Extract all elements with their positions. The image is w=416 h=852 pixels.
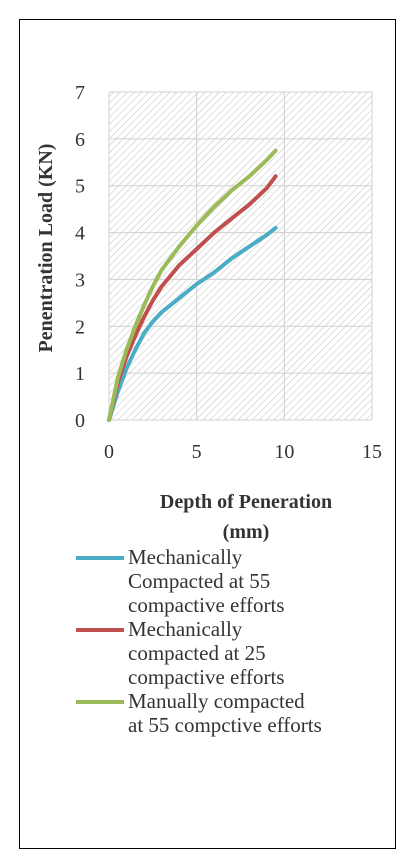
legend-label-line: Mechanically bbox=[128, 617, 243, 641]
legend-label-line: compacted at 25 bbox=[128, 641, 266, 665]
y-tick-label: 2 bbox=[75, 316, 85, 338]
legend-label-line: Manually compacted bbox=[128, 689, 305, 713]
y-axis-title: Penentration Load (KN) bbox=[35, 144, 57, 353]
x-tick-label: 15 bbox=[362, 441, 382, 463]
x-axis-title-line-2: (mm) bbox=[223, 521, 270, 543]
series-line-2 bbox=[107, 174, 278, 422]
series-line-3 bbox=[107, 148, 278, 422]
legend-label-line: Compacted at 55 bbox=[128, 569, 271, 593]
y-tick-label: 7 bbox=[75, 82, 85, 104]
y-tick-label: 3 bbox=[75, 269, 85, 291]
y-tick-labels: 0 1 2 3 4 5 6 7 bbox=[75, 82, 85, 432]
legend-label-line: at 55 compctive efforts bbox=[128, 713, 322, 737]
legend-swatch-2 bbox=[76, 628, 124, 632]
y-tick-label: 5 bbox=[75, 176, 85, 198]
legend-item-3: Manually compacted at 55 compctive effort… bbox=[58, 689, 388, 737]
series-lines bbox=[107, 148, 278, 422]
plot-area bbox=[109, 92, 372, 420]
y-tick-label: 4 bbox=[75, 223, 85, 245]
legend: Mechanically Compacted at 55 compactive ef… bbox=[58, 545, 388, 737]
legend-label-line: Mechanically bbox=[128, 545, 243, 569]
y-tick-label: 6 bbox=[75, 129, 85, 151]
legend-item-1: Mechanically Compacted at 55 compactive ef… bbox=[58, 545, 388, 617]
x-tick-labels: 0 5 10 15 bbox=[104, 441, 382, 463]
legend-swatch-1 bbox=[76, 556, 124, 560]
x-tick-label: 10 bbox=[274, 441, 294, 463]
x-axis-title-line-1: Depth of Peneration bbox=[160, 491, 332, 513]
series-line-1 bbox=[107, 225, 278, 422]
y-tick-label: 1 bbox=[75, 363, 85, 385]
x-tick-label: 5 bbox=[192, 441, 202, 463]
legend-item-2: Mechanically compacted at 25 compactive ef… bbox=[58, 617, 388, 689]
legend-label-line: compactive efforts bbox=[128, 593, 285, 617]
y-tick-label: 0 bbox=[75, 410, 85, 432]
legend-swatch-3 bbox=[76, 700, 124, 704]
x-tick-label: 0 bbox=[104, 441, 114, 463]
legend-label-line: compactive efforts bbox=[128, 665, 285, 689]
